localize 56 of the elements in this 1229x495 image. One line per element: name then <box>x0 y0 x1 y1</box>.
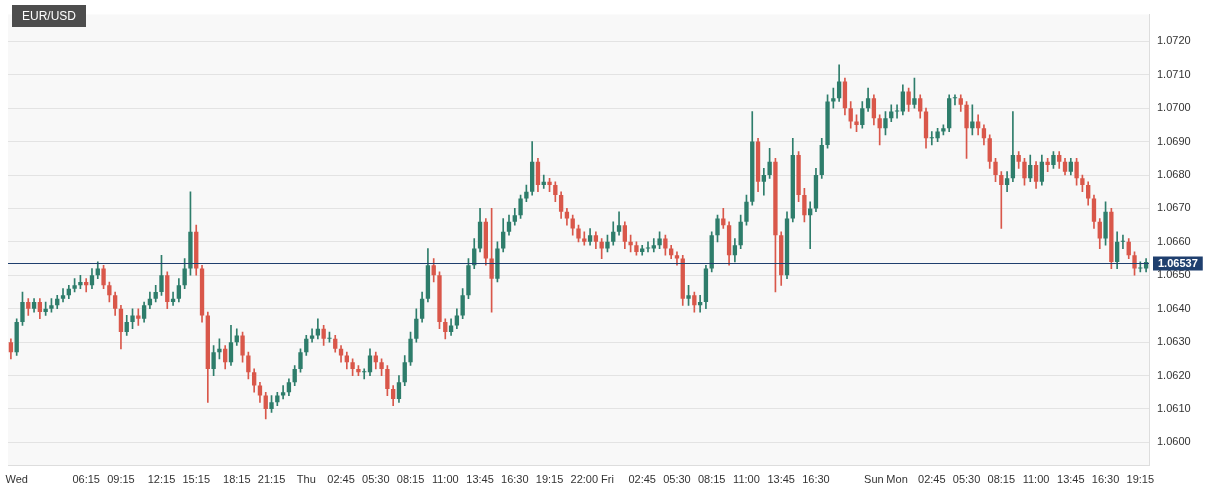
x-tick-label: Fri <box>601 473 614 486</box>
x-tick-label: 05:30 <box>952 473 981 486</box>
candlestick <box>1120 234 1126 249</box>
x-tick-label: 16:30 <box>1091 473 1120 486</box>
x-tick-label: 13:45 <box>1057 473 1085 486</box>
y-tick-label: 1.0600 <box>1157 435 1191 448</box>
candlestick <box>952 94 958 106</box>
y-tick-label: 1.0630 <box>1157 335 1191 348</box>
x-tick-label: 16:30 <box>501 473 529 486</box>
candlestick <box>999 171 1004 229</box>
y-tick-label: 1.0700 <box>1157 101 1191 114</box>
y-tick-label: 1.0650 <box>1157 268 1191 281</box>
candlestick <box>362 368 367 380</box>
y-tick-label: 1.0660 <box>1157 234 1191 247</box>
x-tick-label: Thu <box>296 473 316 486</box>
x-tick-label: 13:45 <box>767 473 795 486</box>
y-tick-label: 1.0620 <box>1157 368 1191 381</box>
x-tick-label: 22:00 <box>570 473 599 486</box>
x-tick-label: 18:15 <box>223 473 251 486</box>
x-tick-label: 09:15 <box>107 473 135 486</box>
x-tick-label: 12:15 <box>147 473 176 486</box>
candlestick <box>808 201 813 249</box>
candlestick <box>616 211 622 236</box>
candlestick <box>645 241 651 253</box>
x-tick-label: 06:15 <box>72 473 100 486</box>
y-tick-label: 1.0640 <box>1157 301 1191 314</box>
x-tick-label: 19:15 <box>1126 473 1155 486</box>
x-tick-label: Mon <box>886 473 908 486</box>
chart-title: EUR/USD <box>12 5 87 27</box>
candlestick <box>894 104 900 119</box>
x-tick-label: 15:15 <box>182 473 210 486</box>
x-tick-label: 11:00 <box>733 473 760 486</box>
x-tick-label: 02:45 <box>918 473 946 486</box>
x-tick-label: 11:00 <box>1022 473 1050 486</box>
x-tick-label: 08:15 <box>987 473 1016 486</box>
x-tick-label: 02:45 <box>327 473 355 486</box>
x-tick-label: Wed <box>5 473 28 486</box>
y-tick-label: 1.0670 <box>1157 201 1191 214</box>
x-tick-label: 13:45 <box>466 473 494 486</box>
y-tick-label: 1.0690 <box>1157 134 1191 147</box>
ref-line-label: 1.06537 <box>1158 256 1198 269</box>
y-tick-label: 1.0710 <box>1157 67 1191 80</box>
x-tick-label: 11:00 <box>431 473 459 486</box>
x-tick-label: 02:45 <box>628 473 656 486</box>
y-tick-label: 1.0610 <box>1157 402 1191 415</box>
x-tick-label: 05:30 <box>663 473 691 486</box>
x-tick-label: 08:15 <box>697 473 726 486</box>
x-tick-label: 19:15 <box>535 473 564 486</box>
y-tick-label: 1.0680 <box>1157 168 1191 181</box>
y-tick-label: 1.0720 <box>1157 34 1191 47</box>
x-tick-label: 08:15 <box>396 473 425 486</box>
x-tick-label: 16:30 <box>802 473 830 486</box>
x-tick-label: 05:30 <box>362 473 390 486</box>
candlestick <box>136 308 141 326</box>
x-tick-label: 21:15 <box>257 473 286 486</box>
x-tick-label: Sun <box>864 473 884 486</box>
